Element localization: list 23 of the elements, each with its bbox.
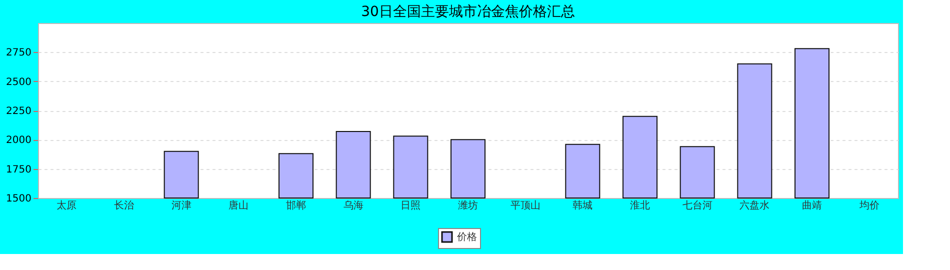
x-tick-label: 日照 <box>400 200 421 212</box>
y-tick-label: 2750 <box>6 48 32 59</box>
x-tick-label: 邯郸 <box>286 200 306 212</box>
x-tick-label: 乌海 <box>343 200 364 212</box>
x-tick-label: 淮北 <box>630 200 650 212</box>
x-tick-label: 太原 <box>56 200 77 212</box>
y-tick-label: 2500 <box>6 76 32 88</box>
x-tick-label: 平顶山 <box>510 200 540 212</box>
x-tick-label: 唐山 <box>228 200 249 212</box>
y-tick-label: 2250 <box>6 106 32 117</box>
x-tick-label: 六盘水 <box>740 200 770 212</box>
x-tick-label: 河津 <box>171 200 192 212</box>
x-tick-label: 均价 <box>858 200 880 212</box>
legend-label: 价格 <box>456 231 477 243</box>
x-tick-label: 长治 <box>114 200 134 212</box>
x-tick-label: 曲靖 <box>802 200 822 212</box>
y-tick-label: 1500 <box>6 194 32 204</box>
x-tick-label: 七台河 <box>682 200 712 212</box>
y-tick-label: 1750 <box>6 164 32 176</box>
y-tick-label: 2000 <box>6 135 32 146</box>
x-tick-label: 潍坊 <box>458 200 478 212</box>
x-tick-label: 韩城 <box>572 200 593 212</box>
chart-title: 30日全国主要城市冶金焦价格汇总 <box>361 4 575 20</box>
